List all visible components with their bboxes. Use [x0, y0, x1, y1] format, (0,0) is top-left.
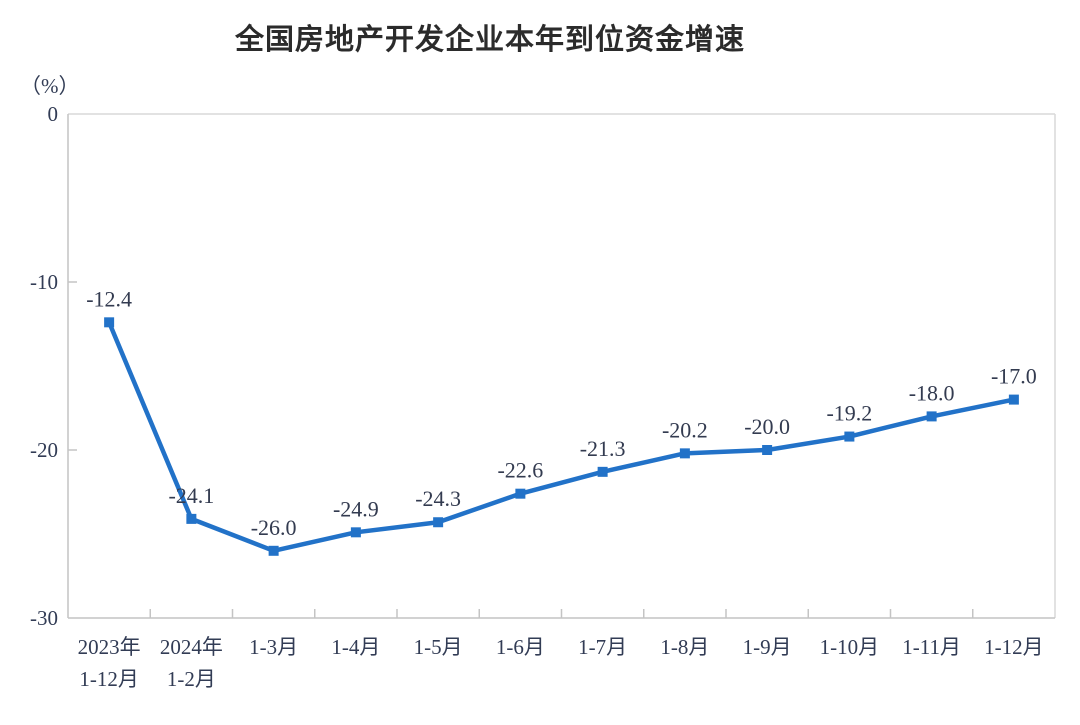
- x-axis-label: 1-11月: [902, 635, 961, 659]
- data-point-label: -26.0: [251, 515, 297, 540]
- series-line: [106, 320, 1017, 554]
- data-point-marker: [268, 545, 279, 556]
- data-point-label: -19.2: [826, 401, 872, 426]
- x-axis-label: 1-7月: [578, 635, 627, 659]
- data-point-label: -24.9: [333, 496, 379, 521]
- data-point-label: -21.3: [580, 436, 626, 461]
- data-point-marker: [597, 466, 608, 477]
- data-point-marker: [104, 317, 115, 328]
- data-point-marker: [515, 488, 526, 499]
- y-tick-label: 0: [48, 102, 59, 126]
- data-point-marker: [926, 411, 937, 422]
- data-point-label: -20.2: [662, 417, 708, 442]
- x-axis-label: 1-6月: [496, 635, 545, 659]
- data-point-marker: [762, 445, 773, 455]
- data-point-label: -17.0: [991, 364, 1037, 389]
- x-axis-label: 1-10月: [820, 635, 880, 659]
- x-axis-label: 2024年: [160, 635, 223, 659]
- x-axis-label: 1-12月: [984, 635, 1044, 659]
- data-point-label: -18.0: [909, 380, 955, 405]
- data-point-label: -24.3: [415, 486, 461, 511]
- data-point-marker: [679, 448, 690, 459]
- data-point-label: -24.1: [168, 483, 214, 508]
- chart-title: 全国房地产开发企业本年到位资金增速: [234, 24, 745, 56]
- data-point-label: -22.6: [497, 458, 543, 483]
- data-point-marker: [1008, 394, 1019, 405]
- x-axis-label: 2023年: [78, 635, 141, 659]
- data-point-label: -12.4: [86, 286, 132, 311]
- y-axis-unit-label: （%）: [20, 74, 80, 98]
- data-point-marker: [350, 527, 361, 538]
- data-point-marker: [433, 517, 444, 528]
- x-axis-label: 1-9月: [743, 635, 792, 659]
- y-tick-label: -20: [30, 438, 58, 462]
- x-axis-label: 1-8月: [660, 635, 709, 659]
- x-axis-label: 1-3月: [249, 635, 298, 659]
- x-axis-label: 1-5月: [414, 635, 463, 659]
- data-point-marker: [186, 513, 197, 524]
- y-tick-label: -10: [30, 270, 58, 294]
- data-point-label: -20.0: [744, 414, 790, 439]
- x-axis-label: 1-12月: [79, 667, 139, 691]
- x-axis-label: 1-4月: [331, 635, 380, 659]
- data-point-marker: [844, 431, 855, 442]
- y-tick-label: -30: [30, 606, 58, 630]
- x-axis-label: 1-2月: [167, 667, 216, 691]
